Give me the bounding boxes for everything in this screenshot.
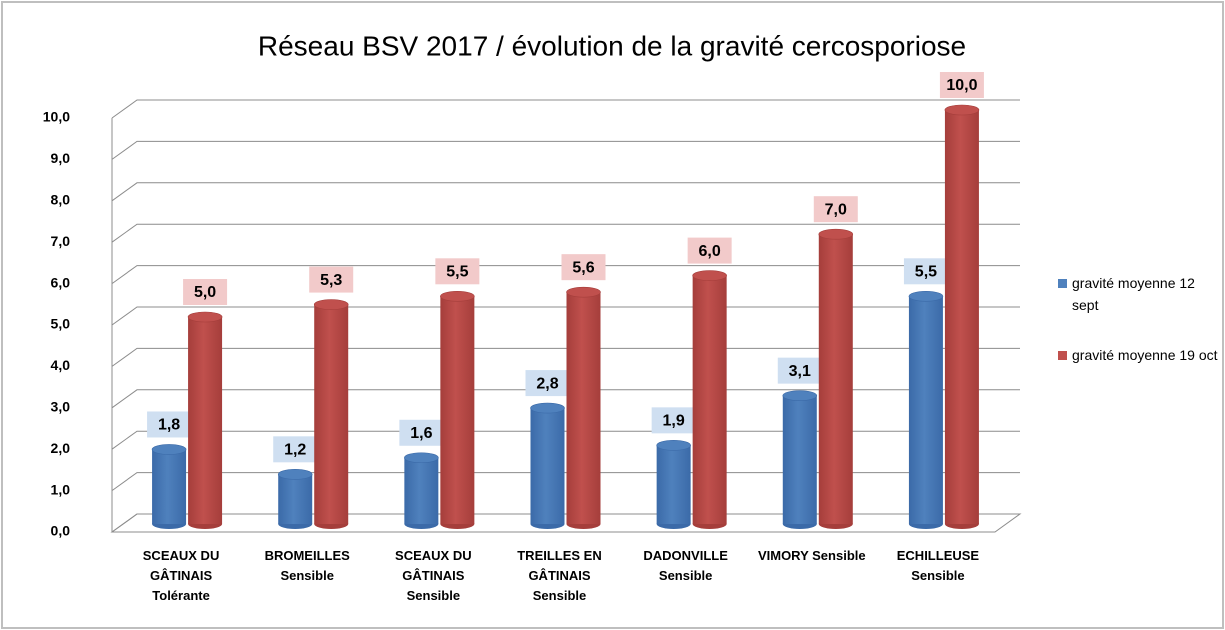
grid-line [111,182,1020,202]
legend-swatch [1058,351,1067,360]
bar [278,474,313,524]
y-tick-label: 10,0 [43,109,70,125]
y-tick-label: 6,0 [51,274,71,290]
value-label-box [309,266,354,293]
bar-top [692,270,727,281]
x-tick-label: VIMORY Sensible [757,548,866,563]
value-label: 5,6 [572,259,594,276]
value-label-box [273,436,318,463]
bar [152,449,187,524]
value-label-box [939,72,984,98]
grid-line [111,223,1020,243]
value-label: 2,8 [536,375,558,392]
value-label: 1,6 [410,425,432,442]
bar-top [313,299,349,310]
x-tick-label: ECHILLEUSE Sensible [896,548,980,583]
y-tick-label: 9,0 [51,150,71,166]
value-label: 7,0 [825,201,847,218]
value-label: 10,0 [946,77,977,94]
y-tick-label: 8,0 [51,192,71,208]
value-label-box [147,411,192,438]
y-tick-label: 4,0 [51,357,71,373]
x-tick-label: BROMEILLES Sensible [264,548,350,583]
bar-top [187,311,223,323]
chart-title: Réseau BSV 2017 / évolution de la gravit… [258,30,966,61]
bar [566,292,601,524]
value-label: 5,5 [915,264,937,281]
y-tick-label: 5,0 [51,316,71,332]
value-label-box [777,357,822,384]
grid-line [111,140,1020,160]
value-label-box [687,237,732,264]
bar-top [151,444,187,455]
bar-top [566,286,601,298]
value-label: 1,2 [284,442,306,459]
value-label-box [651,407,696,434]
value-label: 6,0 [699,243,721,260]
bar-top [404,452,439,464]
value-label: 5,0 [194,284,216,301]
bar [314,304,349,524]
bar [908,296,943,524]
y-tick-label: 2,0 [51,440,71,456]
value-label-box [561,254,606,281]
bar-top [818,228,854,240]
value-label-box [813,196,858,223]
y-tick-label: 1,0 [51,481,71,497]
x-tick-label: SCEAUX DU GÂTINAIS Sensible [395,548,472,603]
bar [692,275,727,524]
y-tick-label: 7,0 [51,233,71,249]
y-tick-label: 0,0 [51,523,71,539]
bar [188,317,223,524]
bar-top [656,440,691,451]
bar-top [530,402,565,414]
x-tick-label: TREILLES EN GÂTINAIS Sensible [517,548,602,603]
bar [782,395,817,524]
bar-top [277,469,313,480]
grid-line [111,99,1020,119]
bar [656,445,691,524]
x-tick-label: SCEAUX DU GÂTINAIS Tolérante [142,548,220,603]
bar-top [908,290,944,302]
floor [110,513,1022,533]
legend-label: gravité moyenne 12 sept [1072,275,1195,313]
value-label-box [399,419,444,446]
value-label: 5,5 [446,264,468,281]
value-label: 3,1 [789,363,811,380]
value-label: 1,8 [158,417,180,434]
value-label-box [183,279,228,305]
value-label-box [525,370,570,397]
bar-top [944,104,980,116]
bar [404,457,439,524]
value-label: 1,9 [663,413,685,430]
bar [530,408,565,524]
x-tick-label: DADONVILLE Sensible [643,548,728,583]
grid-line [111,265,1020,285]
value-label-box [435,258,480,285]
bar-top [782,390,818,401]
value-label-box [903,258,948,285]
bar-top [440,290,475,302]
bar [440,296,475,524]
legend-swatch [1058,279,1067,288]
legend-label: gravité moyenne 19 oct [1072,347,1218,363]
bar [818,234,853,524]
bar [944,110,979,524]
value-label: 5,3 [320,272,342,289]
y-tick-label: 3,0 [51,399,71,415]
